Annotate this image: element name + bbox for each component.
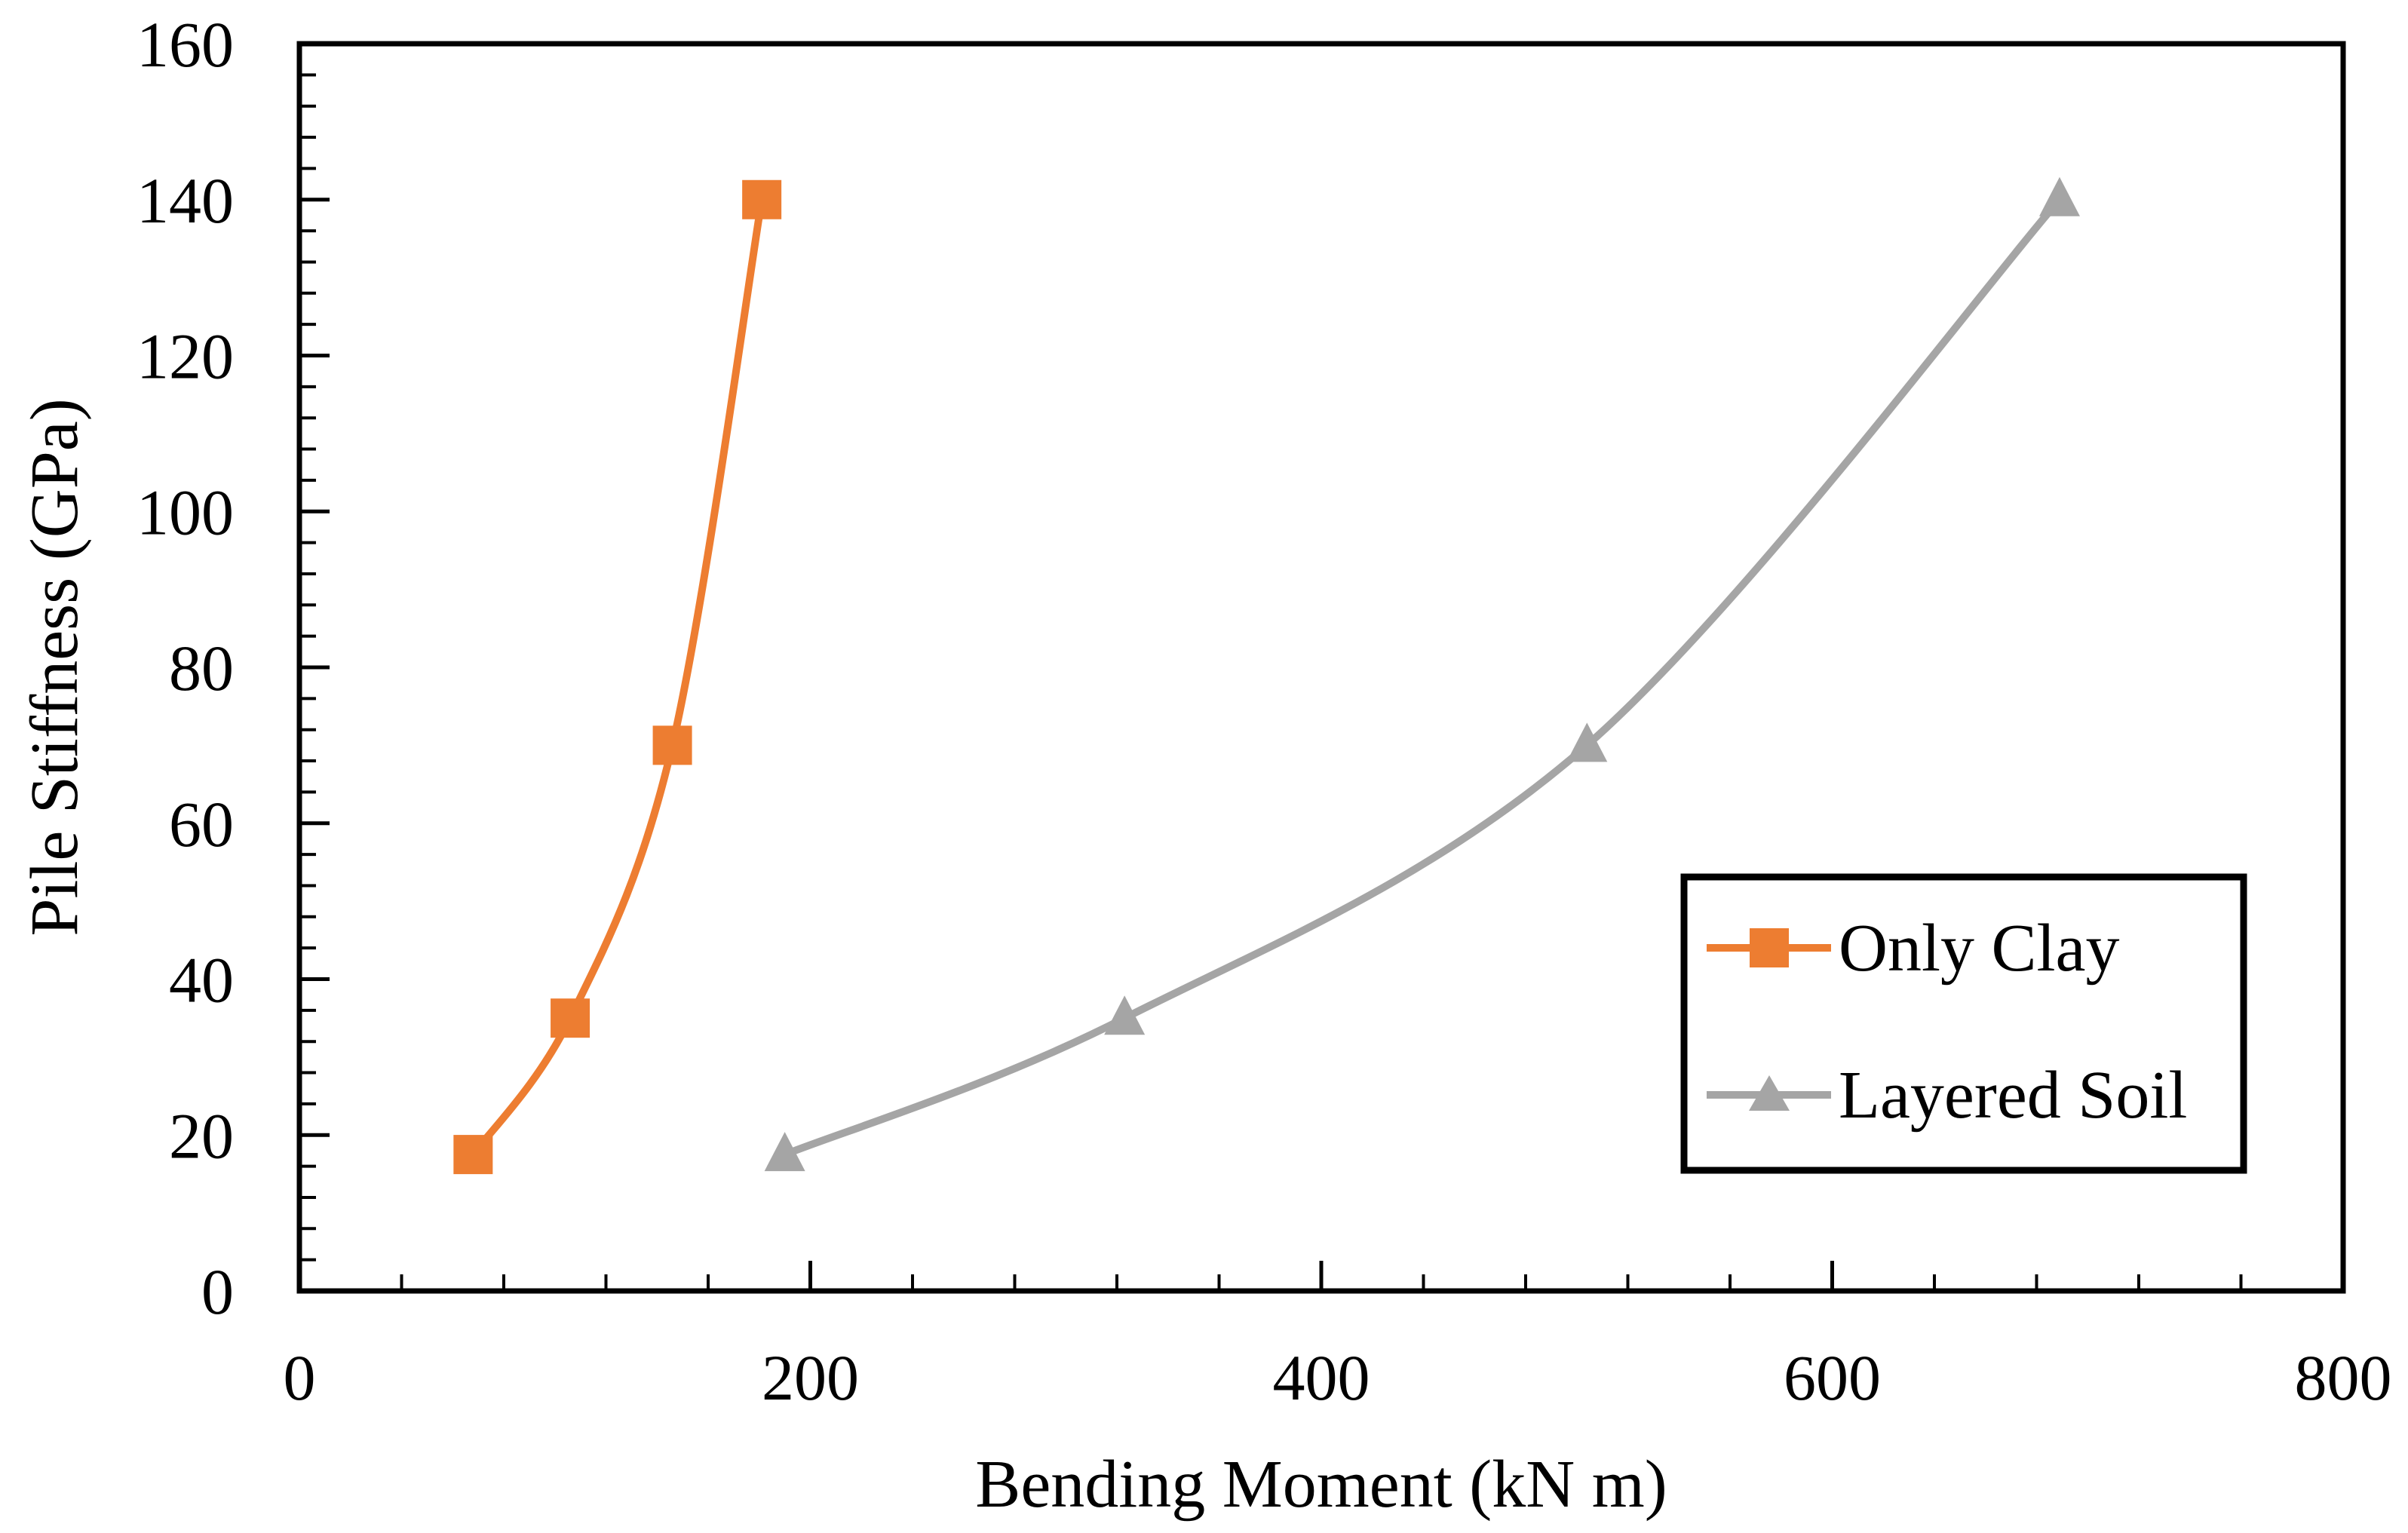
data-point-layered-soil [2038, 176, 2080, 216]
y-tick-label: 80 [169, 632, 234, 704]
legend-marker-layered-soil [1749, 1075, 1790, 1111]
data-point-only-clay [551, 998, 590, 1038]
minor-ticks [299, 73, 2243, 1291]
y-tick-label: 0 [201, 1256, 234, 1328]
data-point-layered-soil [1104, 995, 1146, 1035]
data-point-layered-soil [764, 1132, 805, 1172]
x-tick-label: 600 [1784, 1341, 1881, 1414]
x-tick-label: 200 [762, 1341, 859, 1414]
data-point-layered-soil [1566, 722, 1608, 762]
legend-label-layered-soil: Layered Soil [1839, 1058, 2187, 1133]
y-tick-label: 140 [137, 164, 234, 237]
x-tick-label: 0 [284, 1341, 316, 1414]
y-tick-label: 60 [169, 788, 234, 860]
series-lines [469, 195, 2063, 1159]
data-point-only-clay [453, 1135, 493, 1175]
legend-label-only-clay: Only Clay [1839, 911, 2119, 986]
y-tick-label: 100 [137, 476, 234, 548]
y-axis-title: Pile Stiffness (GPa) [17, 398, 92, 936]
plot-area-frame [296, 41, 2346, 1294]
x-axis-title: Bending Moment (kN m) [975, 1447, 1667, 1522]
series-line-layered-soil [781, 195, 2063, 1159]
x-tick-label: 400 [1273, 1341, 1370, 1414]
x-tick-labels: 0 200 400 600 800 [284, 1341, 2392, 1414]
data-point-only-clay [652, 725, 692, 765]
legend-marker-only-clay [1750, 928, 1789, 967]
y-tick-label: 40 [169, 944, 234, 1016]
legend: Only Clay Layered Soil [1680, 873, 2247, 1174]
legend-box [1680, 873, 2247, 1174]
y-tick-labels: 0 20 40 60 80 100 120 140 160 [137, 8, 234, 1328]
data-point-only-clay [742, 179, 782, 219]
x-tick-label: 800 [2295, 1341, 2392, 1414]
y-tick-label: 20 [169, 1099, 234, 1172]
y-tick-label: 160 [137, 8, 234, 81]
y-tick-label: 120 [137, 320, 234, 393]
series-markers [453, 176, 2080, 1175]
series-line-only-clay [469, 195, 766, 1159]
